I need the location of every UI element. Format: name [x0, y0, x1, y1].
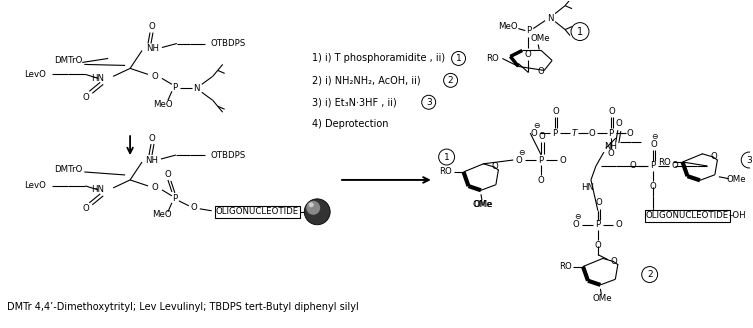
Text: O: O [651, 140, 657, 149]
Text: MeO: MeO [153, 100, 172, 109]
Text: O: O [151, 183, 158, 193]
Text: O: O [572, 220, 579, 229]
Text: O: O [83, 93, 90, 102]
Text: RO: RO [439, 168, 452, 176]
Text: 4) Deprotection: 4) Deprotection [312, 119, 389, 129]
Text: P: P [172, 195, 178, 203]
Text: O: O [525, 50, 532, 59]
Text: O: O [83, 204, 90, 213]
Text: O: O [148, 22, 155, 31]
Text: OMe: OMe [593, 294, 612, 303]
Ellipse shape [306, 201, 320, 215]
Text: RO: RO [486, 54, 498, 63]
Text: OMe: OMe [727, 175, 746, 184]
Text: 3: 3 [746, 155, 752, 165]
Text: OTBDPS: OTBDPS [210, 39, 245, 48]
Text: 2) i) NH₂NH₂, AcOH, ii): 2) i) NH₂NH₂, AcOH, ii) [312, 75, 421, 85]
Text: P: P [596, 220, 600, 229]
Text: P: P [553, 129, 558, 138]
Text: 1: 1 [577, 27, 583, 36]
Text: T: T [572, 129, 577, 138]
Text: P: P [538, 155, 544, 165]
Text: LevO: LevO [25, 181, 47, 191]
Text: ⊖: ⊖ [651, 132, 658, 141]
Text: O: O [165, 171, 171, 179]
Text: ⊖: ⊖ [518, 148, 525, 156]
Ellipse shape [309, 202, 314, 207]
Text: O: O [539, 132, 546, 141]
Text: 2: 2 [647, 270, 653, 279]
Text: O: O [671, 161, 678, 171]
Text: O: O [595, 241, 602, 250]
Text: O: O [608, 149, 614, 157]
Text: 1: 1 [456, 54, 462, 63]
Text: ⊖: ⊖ [575, 212, 581, 221]
Text: OMe: OMe [473, 200, 492, 209]
Text: HN: HN [91, 74, 104, 83]
Text: O: O [151, 72, 158, 81]
Text: 1) i) T phosphoramidite , ii): 1) i) T phosphoramidite , ii) [312, 53, 445, 63]
Text: DMTr 4,4’-Dimethoxytrityl; Lev Levulinyl; TBDPS tert-Butyl diphenyl silyl: DMTr 4,4’-Dimethoxytrityl; Lev Levulinyl… [7, 302, 358, 312]
Text: NH: NH [147, 44, 160, 53]
Text: O: O [596, 198, 602, 207]
Text: P: P [526, 26, 531, 35]
Text: ⊖: ⊖ [533, 121, 539, 130]
Text: O: O [611, 257, 617, 266]
Text: DMTrO: DMTrO [54, 165, 83, 174]
Text: O: O [492, 162, 498, 172]
Text: O: O [148, 133, 155, 143]
Text: O: O [516, 155, 523, 165]
Text: O: O [630, 161, 636, 171]
Text: O: O [608, 107, 615, 116]
Text: OLIGONUCLEOTIDE: OLIGONUCLEOTIDE [216, 207, 299, 216]
Ellipse shape [304, 199, 330, 225]
Text: O: O [615, 220, 622, 229]
Text: HN: HN [581, 183, 594, 193]
Text: P: P [172, 83, 178, 92]
Text: DMTrO: DMTrO [54, 56, 83, 65]
Text: NH: NH [605, 142, 617, 151]
Text: O: O [191, 203, 197, 212]
Text: O: O [649, 182, 656, 192]
Text: RO: RO [658, 157, 671, 167]
Text: 2: 2 [448, 76, 453, 85]
Text: 3: 3 [426, 98, 431, 107]
Text: MeO: MeO [152, 210, 172, 219]
Text: O: O [589, 129, 596, 138]
Text: O: O [615, 119, 622, 128]
Text: 3) i) Et₃N·3HF , ii): 3) i) Et₃N·3HF , ii) [312, 97, 397, 107]
Text: N: N [547, 14, 553, 23]
Text: O: O [626, 129, 633, 138]
Text: P: P [650, 161, 655, 171]
Text: OMe: OMe [530, 34, 550, 43]
Text: MeO: MeO [498, 22, 518, 31]
Text: RO: RO [559, 262, 572, 271]
Text: LevO: LevO [25, 70, 47, 79]
Text: OLIGONUCLEOTIDE: OLIGONUCLEOTIDE [646, 211, 729, 220]
Text: O: O [538, 176, 544, 185]
Text: OMe: OMe [473, 200, 492, 209]
Text: O: O [531, 129, 538, 138]
Text: OTBDPS: OTBDPS [210, 151, 245, 159]
Text: P: P [608, 129, 614, 138]
Text: 1: 1 [444, 153, 450, 161]
Text: O: O [538, 67, 544, 76]
Text: –OH: –OH [728, 211, 746, 220]
Text: O: O [711, 153, 718, 161]
Text: N: N [194, 84, 200, 93]
Text: O: O [553, 107, 559, 116]
Text: NH: NH [145, 155, 158, 165]
Text: HN: HN [91, 185, 104, 195]
Text: O: O [559, 155, 566, 165]
